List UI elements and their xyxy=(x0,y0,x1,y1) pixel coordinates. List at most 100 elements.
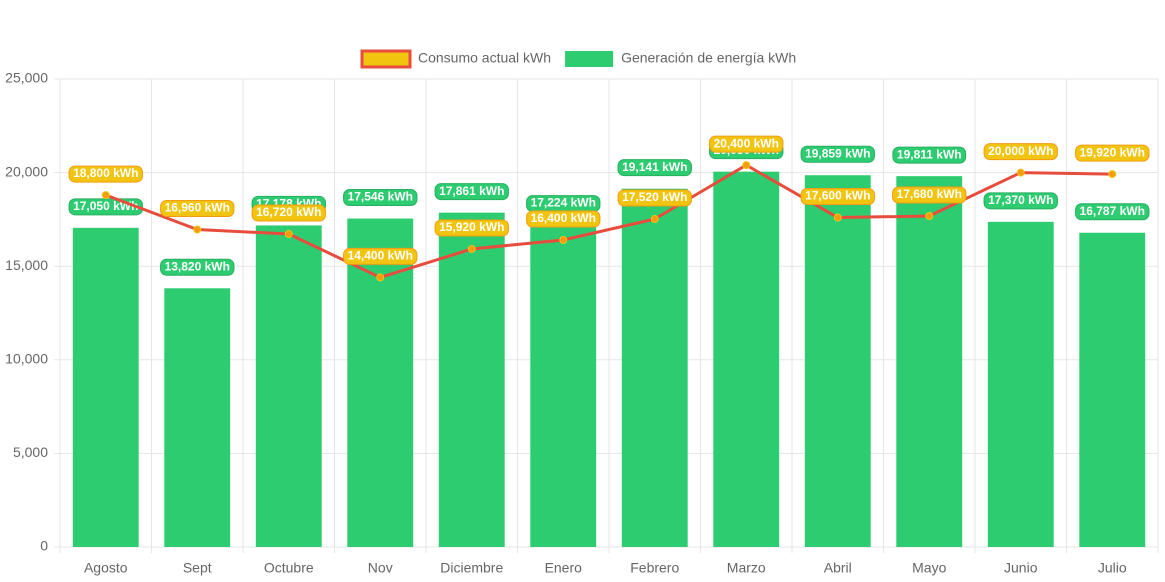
point xyxy=(833,213,842,222)
point xyxy=(193,225,202,234)
x-tick-label: Junio xyxy=(1004,560,1038,576)
x-tick-label: Marzo xyxy=(727,560,766,576)
value-label: 19,811 kWh xyxy=(892,146,967,164)
value-label: 16,960 kWh xyxy=(160,200,235,218)
point xyxy=(101,191,110,200)
point xyxy=(742,161,751,170)
value-label-text: 16,787 kWh xyxy=(1080,204,1145,218)
value-label-text: 17,680 kWh xyxy=(897,187,962,201)
value-label: 17,050 kWh xyxy=(68,198,143,216)
y-tick-label: 10,000 xyxy=(5,351,48,367)
bar xyxy=(530,224,597,548)
x-tick-label: Diciembre xyxy=(440,560,503,576)
value-label-box xyxy=(343,189,418,207)
value-label-box xyxy=(800,145,875,163)
value-label-box xyxy=(892,146,967,164)
y-tick-label: 0 xyxy=(40,538,48,554)
value-label-text: 16,400 kWh xyxy=(531,211,596,225)
legend-swatch xyxy=(360,49,412,69)
value-label: 16,400 kWh xyxy=(526,210,601,228)
value-label-text: 17,520 kWh xyxy=(622,190,687,204)
value-label-text: 20,400 kWh xyxy=(714,136,779,150)
bar xyxy=(987,221,1054,547)
value-label-text: 13,820 kWh xyxy=(165,259,230,273)
point xyxy=(925,212,934,221)
point xyxy=(467,244,476,253)
value-label: 17,680 kWh xyxy=(892,186,967,204)
value-label-text: 17,861 kWh xyxy=(439,184,504,198)
value-label-text: 16,720 kWh xyxy=(256,205,321,219)
value-label-box xyxy=(892,186,967,204)
value-label-box xyxy=(1075,203,1150,221)
value-label-box xyxy=(617,159,692,177)
x-tick-label: Agosto xyxy=(84,560,128,576)
value-label-text: 18,800 kWh xyxy=(73,166,138,180)
value-label-box xyxy=(343,247,418,265)
value-label-box xyxy=(1075,144,1150,162)
bar xyxy=(1079,232,1146,547)
x-tick-label: Sept xyxy=(183,560,212,576)
value-label-box xyxy=(251,204,326,222)
value-label-text: 19,920 kWh xyxy=(1080,145,1145,159)
bar xyxy=(255,225,322,547)
value-label-box xyxy=(160,258,235,276)
legend: Consumo actual kWh Generación de energía … xyxy=(360,49,796,69)
line xyxy=(105,163,1113,280)
value-label: 20,000 kWh xyxy=(983,143,1058,161)
point xyxy=(1016,168,1025,177)
point xyxy=(284,230,293,239)
y-tick-label: 5,000 xyxy=(13,444,48,460)
value-label-text: 19,859 kWh xyxy=(805,146,870,160)
value-label: 20,400 kWh xyxy=(709,135,784,153)
value-label-box xyxy=(526,210,601,228)
x-tick-label: Febrero xyxy=(630,560,679,576)
value-label-box xyxy=(800,188,875,206)
x-tick-label: Nov xyxy=(368,560,393,576)
value-label-text: 17,224 kWh xyxy=(531,196,596,210)
value-label: 17,370 kWh xyxy=(983,192,1058,210)
value-label-box xyxy=(434,183,509,201)
point xyxy=(559,235,568,244)
value-label-text: 16,960 kWh xyxy=(165,201,230,215)
value-label-text: 19,141 kWh xyxy=(622,160,687,174)
point xyxy=(376,273,385,282)
value-label-text: 19,811 kWh xyxy=(897,147,962,161)
bar xyxy=(164,288,231,547)
value-label-box xyxy=(160,200,235,218)
y-tick-label: 15,000 xyxy=(5,257,48,273)
x-tick-label: Octubre xyxy=(264,560,314,576)
value-label: 15,920 kWh xyxy=(434,219,509,237)
value-label-box xyxy=(709,135,784,153)
x-tick-label: Enero xyxy=(545,560,583,576)
value-label: 19,141 kWh xyxy=(617,159,692,177)
value-label-text: 17,050 kWh xyxy=(73,199,138,213)
value-label: 17,600 kWh xyxy=(800,188,875,206)
bar xyxy=(713,171,780,547)
value-label: 19,859 kWh xyxy=(800,145,875,163)
value-label: 17,224 kWh xyxy=(526,195,601,213)
bar xyxy=(72,227,139,547)
value-label-text: 17,546 kWh xyxy=(348,190,413,204)
y-tick-label: 25,000 xyxy=(5,70,48,86)
legend-label: Consumo actual kWh xyxy=(418,50,551,66)
value-label-text: 15,920 kWh xyxy=(439,220,504,234)
value-label-box xyxy=(68,165,143,183)
x-tick-label: Abril xyxy=(824,560,852,576)
value-label: 18,800 kWh xyxy=(68,165,143,183)
x-tick-label: Mayo xyxy=(912,560,946,576)
legend-swatch xyxy=(565,51,614,67)
point xyxy=(650,215,659,224)
value-label-box xyxy=(983,143,1058,161)
value-label-text: 17,370 kWh xyxy=(988,193,1053,207)
x-tick-label: Julio xyxy=(1098,560,1127,576)
value-label: 16,720 kWh xyxy=(251,204,326,222)
value-label-box xyxy=(434,219,509,237)
value-label-box xyxy=(617,189,692,207)
value-label: 14,400 kWh xyxy=(343,247,418,265)
value-label: 17,546 kWh xyxy=(343,189,418,207)
value-label: 17,520 kWh xyxy=(617,189,692,207)
value-label: 19,920 kWh xyxy=(1075,144,1150,162)
bar xyxy=(347,218,414,547)
bar xyxy=(438,212,505,547)
